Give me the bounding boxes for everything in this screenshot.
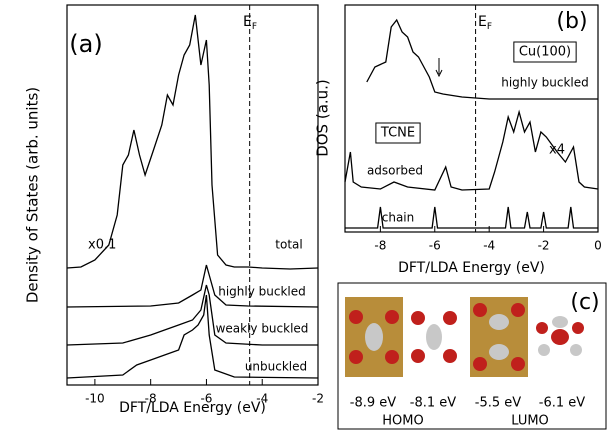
axis-frame <box>345 5 598 232</box>
annotation: x0.1 <box>88 238 116 253</box>
orbital-lobe <box>385 310 399 324</box>
series-label: weakly buckled <box>216 322 309 336</box>
orbital-lobe <box>551 329 569 345</box>
x-tick-label: -10 <box>85 392 105 406</box>
orbital-lobe <box>473 303 487 317</box>
series-label: highly buckled <box>218 285 306 299</box>
panel-c: (c) -8.9 eV -8.1 eV -5.5 eV -6.1 eV HOMO… <box>338 283 606 429</box>
orbital-lobe <box>473 357 487 371</box>
x-axis-label: DFT/LDA Energy (eV) <box>398 260 545 276</box>
orbital-lobe <box>385 350 399 364</box>
orbital-lobe <box>349 350 363 364</box>
orbital-lobe <box>426 324 442 350</box>
orbital-lobe <box>443 349 457 363</box>
annotation: TCNE <box>380 126 415 141</box>
series-label: total <box>275 238 302 252</box>
x-tick-label: -2 <box>538 239 550 253</box>
orbital-label: LUMO <box>511 414 549 429</box>
x-tick-label: -6 <box>429 239 441 253</box>
fermi-label-sub: F <box>487 22 492 32</box>
fermi-label: EF <box>478 14 492 32</box>
fermi-label-sub: F <box>252 22 257 32</box>
energy-label: -6.1 eV <box>539 396 585 411</box>
x-tick-label: 0 <box>594 239 602 253</box>
orbital-lobe <box>511 303 525 317</box>
orbital-lobe <box>570 344 582 356</box>
series-label: adsorbed <box>367 164 423 178</box>
panel-label: (a) <box>69 30 102 58</box>
x-tick-label: -4 <box>483 239 495 253</box>
page: {"chart_data": [ {"type": "line", "panel… <box>0 0 611 431</box>
orbital-lobe <box>552 316 568 328</box>
energy-label: -5.5 eV <box>475 396 521 411</box>
fermi-label-main: E <box>243 14 252 30</box>
orbital-lobe <box>443 311 457 325</box>
x-tick-label: -8 <box>374 239 386 253</box>
orbital-lobe <box>365 323 383 351</box>
figure: (c) -8.9 eV -8.1 eV -5.5 eV -6.1 eV HOMO… <box>0 0 611 431</box>
orbital-lobe <box>489 314 509 330</box>
series-label: highly buckled <box>501 76 589 90</box>
series-label: unbuckled <box>245 360 307 374</box>
dos-curve <box>67 15 318 269</box>
orbital-lobe <box>411 349 425 363</box>
orbital-label: HOMO <box>382 414 423 429</box>
orbital-lobe <box>411 311 425 325</box>
orbital-lobe <box>489 344 509 360</box>
fermi-label-main: E <box>478 14 487 30</box>
orbital-lobe <box>349 310 363 324</box>
orbital-lobe <box>536 322 548 334</box>
y-axis-label: Density of States (arb. units) <box>24 87 42 303</box>
panel-label: (c) <box>570 290 599 315</box>
energy-label: -8.9 eV <box>350 396 396 411</box>
y-axis-label: DOS (a.u.) <box>314 79 332 157</box>
fermi-label: EF <box>243 14 257 32</box>
series-label: chain <box>382 211 415 225</box>
orbital-lobe <box>538 344 550 356</box>
x-axis-label: DFT/LDA Energy (eV) <box>119 400 266 416</box>
annotation: x4 <box>549 143 565 158</box>
energy-label: -8.1 eV <box>410 396 456 411</box>
orbital-lobe <box>511 357 525 371</box>
annotation: Cu(100) <box>519 45 571 60</box>
panel-label: (b) <box>556 9 587 34</box>
orbital-lobe <box>572 322 584 334</box>
x-tick-label: -2 <box>312 392 324 406</box>
